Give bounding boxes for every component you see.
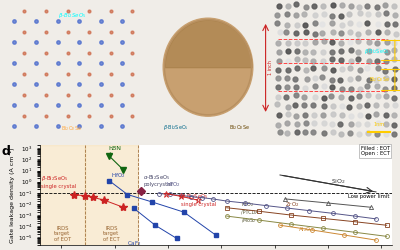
Text: IRDS
target
of EOT: IRDS target of EOT xyxy=(54,226,71,242)
Text: CaF$_2$: CaF$_2$ xyxy=(128,239,142,248)
Text: $\beta$-Bi$_2$SeO$_5$: $\beta$-Bi$_2$SeO$_5$ xyxy=(163,123,189,132)
Text: 1nm: 1nm xyxy=(373,122,384,127)
Text: $\alpha$-Bi$_2$SeO$_5$
polycrystal: $\alpha$-Bi$_2$SeO$_5$ polycrystal xyxy=(144,173,172,187)
Text: IRDS
target
of ECT: IRDS target of ECT xyxy=(103,226,120,242)
Text: $\beta$-Bi$_2$SeO$_5$: $\beta$-Bi$_2$SeO$_5$ xyxy=(58,11,86,20)
Text: $\beta$-Bi$_2$SeO$_5$
single crystal: $\beta$-Bi$_2$SeO$_5$ single crystal xyxy=(41,174,76,189)
Text: Bi$_2$O$_2$Se: Bi$_2$O$_2$Se xyxy=(369,75,390,84)
Text: hBN: hBN xyxy=(108,146,121,155)
Text: HfO$_2$: HfO$_2$ xyxy=(166,180,180,189)
Text: ZrO$_2$: ZrO$_2$ xyxy=(285,200,300,208)
Text: $\beta$-Bi$_2$SeO$_5$
single crystal: $\beta$-Bi$_2$SeO$_5$ single crystal xyxy=(181,192,216,206)
Text: d: d xyxy=(2,145,11,158)
Text: HfO$_2$
/PTCDA
/MoS$_2$: HfO$_2$ /PTCDA /MoS$_2$ xyxy=(240,200,258,224)
Text: HfO$_2$: HfO$_2$ xyxy=(112,171,126,180)
Text: Filled : EOT
Open : ECT: Filled : EOT Open : ECT xyxy=(361,146,390,156)
Text: $\beta$-Bi$_2$SeO$_5$: $\beta$-Bi$_2$SeO$_5$ xyxy=(364,47,390,56)
Bar xyxy=(85,145,138,245)
Text: Low power limit: Low power limit xyxy=(348,194,390,199)
Bar xyxy=(40,145,85,245)
Text: Bi$_2$O$_2$Se: Bi$_2$O$_2$Se xyxy=(62,124,82,133)
Text: Al$_2$O$_3$: Al$_2$O$_3$ xyxy=(298,225,314,234)
Circle shape xyxy=(163,18,253,116)
Y-axis label: Gate leakage density (A cm⁻²): Gate leakage density (A cm⁻²) xyxy=(9,147,15,243)
Text: Bi$_2$O$_2$Se: Bi$_2$O$_2$Se xyxy=(230,123,250,132)
Text: SiO$_2$: SiO$_2$ xyxy=(331,177,346,186)
Text: 1 inch: 1 inch xyxy=(268,60,273,75)
